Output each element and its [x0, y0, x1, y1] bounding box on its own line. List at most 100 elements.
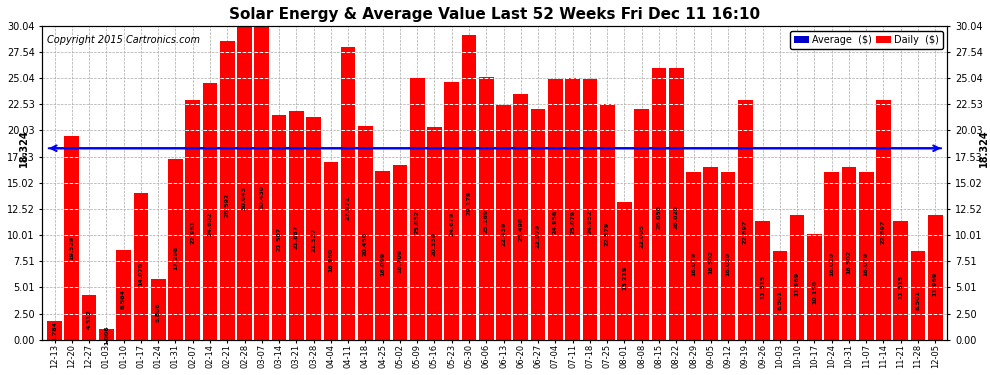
Text: 16.079: 16.079	[691, 252, 696, 276]
Text: 20.450: 20.450	[363, 231, 368, 255]
Text: 30.043: 30.043	[242, 186, 248, 210]
Bar	[479, 77, 494, 340]
Bar	[686, 172, 701, 340]
Bar	[772, 251, 787, 340]
Bar	[514, 94, 528, 340]
Bar	[427, 127, 442, 340]
Text: 21.507: 21.507	[276, 226, 281, 251]
Text: 26.050: 26.050	[656, 205, 661, 229]
Text: 8.564: 8.564	[121, 290, 126, 309]
Bar	[704, 167, 718, 340]
Bar	[150, 279, 165, 340]
Text: 24.952: 24.952	[587, 210, 592, 234]
Text: 8.501: 8.501	[916, 290, 921, 309]
Bar	[755, 222, 770, 340]
Bar	[82, 295, 96, 340]
Bar	[271, 115, 286, 340]
Bar	[531, 109, 545, 340]
Text: 22.897: 22.897	[881, 220, 886, 244]
Text: 14.070: 14.070	[139, 261, 144, 285]
Bar	[893, 222, 908, 340]
Title: Solar Energy & Average Value Last 52 Weeks Fri Dec 11 16:10: Solar Energy & Average Value Last 52 Wee…	[230, 7, 760, 22]
Bar	[496, 105, 511, 340]
Text: 11.969: 11.969	[795, 271, 800, 296]
Bar	[790, 214, 805, 340]
Text: 11.315: 11.315	[898, 274, 903, 298]
Bar	[134, 193, 148, 340]
Bar	[393, 165, 407, 340]
Text: 4.312: 4.312	[86, 309, 92, 329]
Text: 21.887: 21.887	[294, 225, 299, 249]
Bar	[859, 172, 873, 340]
Text: 1.784: 1.784	[52, 321, 57, 341]
Bar	[635, 109, 649, 340]
Text: 22.095: 22.095	[640, 224, 644, 248]
Bar	[548, 79, 562, 340]
Bar	[876, 100, 891, 340]
Bar	[669, 68, 683, 340]
Text: 16.099: 16.099	[380, 252, 385, 276]
Text: 18.324: 18.324	[978, 129, 989, 167]
Bar	[185, 100, 200, 340]
Text: 24.679: 24.679	[449, 211, 454, 236]
Text: 16.020: 16.020	[830, 252, 835, 276]
Bar	[825, 172, 839, 340]
Text: 24.602: 24.602	[208, 212, 213, 236]
Bar	[842, 167, 856, 340]
Bar	[289, 111, 304, 340]
Text: 27.971: 27.971	[346, 196, 350, 220]
Bar	[168, 159, 183, 340]
Bar	[410, 78, 425, 340]
Text: 16.020: 16.020	[726, 252, 731, 276]
Text: 10.150: 10.150	[812, 280, 817, 304]
Bar	[64, 136, 79, 340]
Text: 11.969: 11.969	[933, 271, 938, 296]
Bar	[928, 214, 942, 340]
Bar	[445, 82, 459, 340]
Bar	[721, 172, 736, 340]
Text: 26.020: 26.020	[674, 206, 679, 230]
Text: 1.006: 1.006	[104, 325, 109, 345]
Bar	[582, 79, 597, 340]
Bar	[341, 48, 355, 340]
Text: 16.709: 16.709	[397, 249, 402, 273]
Text: 29.179: 29.179	[466, 190, 471, 214]
Text: 17.298: 17.298	[173, 246, 178, 270]
Text: 22.897: 22.897	[742, 220, 747, 244]
Text: 28.592: 28.592	[225, 193, 230, 217]
Bar	[324, 162, 339, 340]
Text: 25.079: 25.079	[570, 210, 575, 234]
Text: 22.579: 22.579	[605, 221, 610, 246]
Text: 25.032: 25.032	[415, 210, 420, 234]
Text: 23.490: 23.490	[519, 217, 524, 241]
Bar	[203, 82, 218, 340]
Bar	[617, 202, 632, 340]
Text: 16.980: 16.980	[329, 248, 334, 272]
Text: 8.501: 8.501	[777, 290, 782, 309]
Bar	[220, 41, 235, 340]
Legend: Average  ($), Daily  ($): Average ($), Daily ($)	[790, 31, 942, 48]
Text: 5.806: 5.806	[155, 303, 160, 322]
Text: 16.079: 16.079	[863, 252, 868, 276]
Text: 20.339: 20.339	[432, 232, 437, 256]
Bar	[375, 171, 390, 340]
Text: 21.327: 21.327	[311, 227, 316, 252]
Text: 22.981: 22.981	[190, 219, 195, 244]
Text: Copyright 2015 Cartronics.com: Copyright 2015 Cartronics.com	[47, 35, 200, 45]
Bar	[651, 68, 666, 340]
Text: 11.315: 11.315	[760, 274, 765, 298]
Text: 13.219: 13.219	[622, 266, 627, 290]
Bar	[48, 321, 62, 340]
Bar	[99, 329, 114, 340]
Text: 22.079: 22.079	[536, 224, 541, 248]
Text: 19.529: 19.529	[69, 236, 74, 260]
Bar	[254, 22, 269, 340]
Bar	[461, 35, 476, 340]
Text: 24.956: 24.956	[552, 210, 557, 234]
Bar	[911, 251, 926, 340]
Text: 30.430: 30.430	[259, 184, 264, 209]
Text: 16.502: 16.502	[708, 250, 713, 274]
Bar	[600, 104, 615, 340]
Bar	[116, 250, 131, 340]
Bar	[807, 234, 822, 340]
